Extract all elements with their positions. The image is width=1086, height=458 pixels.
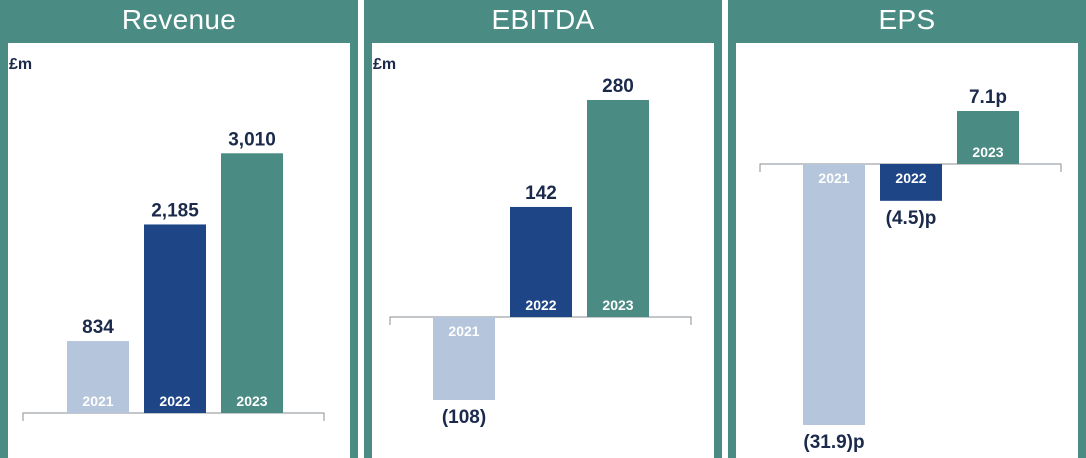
revenue-x-axis: [22, 412, 325, 421]
revenue-year-label-2023: 2023: [236, 393, 267, 409]
ebitda-year-label-2021: 2021: [448, 323, 479, 339]
revenue-panel: Revenue £m 2021 834 2022 2,185 2023 3,010: [0, 0, 358, 458]
eps-chart: 2021 (31.9)p 2022 (4.5)p 2023 7.1p: [759, 87, 1062, 453]
ebitda-bar-2021: [433, 317, 495, 400]
ebitda-panel-title: EBITDA: [491, 4, 595, 35]
eps-year-label-2021: 2021: [818, 170, 849, 186]
eps-chart-area: 2021 (31.9)p 2022 (4.5)p 2023 7.1p: [736, 43, 1078, 458]
eps-panel: EPS 2021 (31.9)p 2022 (4.5)p 2023 7.1p: [728, 0, 1086, 458]
ebitda-bar-2023: [587, 100, 649, 317]
eps-value-label-2022: (4.5)p: [886, 208, 937, 229]
eps-bar-2022: [880, 164, 942, 201]
ebitda-value-label-2022: 142: [525, 183, 557, 204]
revenue-bar-2022: [144, 224, 206, 413]
ebitda-value-label-2021: (108): [442, 407, 486, 428]
eps-bar-2021: [803, 164, 865, 425]
ebitda-year-label-2022: 2022: [525, 297, 556, 313]
eps-value-label-2023: 7.1p: [969, 87, 1007, 108]
revenue-bar-2023: [221, 153, 283, 413]
revenue-unit-label: £m: [9, 56, 33, 73]
revenue-chart-area: £m 2021 834 2022 2,185 2023 3,010: [8, 43, 350, 458]
eps-value-label-2021: (31.9)p: [803, 432, 864, 453]
ebitda-unit-label: £m: [373, 56, 397, 73]
revenue-panel-title: Revenue: [121, 4, 237, 35]
revenue-year-label-2021: 2021: [82, 393, 113, 409]
revenue-chart: 2021 834 2022 2,185 2023 3,010: [22, 129, 325, 421]
ebitda-value-label-2023: 280: [602, 76, 634, 97]
revenue-value-label-2021: 834: [82, 317, 114, 338]
revenue-value-label-2023: 3,010: [228, 129, 276, 150]
ebitda-chart-area: £m 2021 (108) 2022 142 2023 280: [372, 43, 714, 458]
eps-bar-2023: [957, 111, 1019, 164]
revenue-year-label-2022: 2022: [159, 393, 190, 409]
ebitda-year-label-2023: 2023: [602, 297, 633, 313]
eps-year-label-2022: 2022: [895, 170, 926, 186]
ebitda-chart: 2021 (108) 2022 142 2023 280: [389, 76, 692, 428]
revenue-value-label-2022: 2,185: [151, 200, 199, 221]
eps-year-label-2023: 2023: [972, 144, 1003, 160]
ebitda-bar-2022: [510, 206, 572, 317]
eps-panel-title: EPS: [878, 4, 936, 35]
revenue-bar-2021: [67, 341, 129, 413]
ebitda-panel: EBITDA £m 2021 (108) 2022 142 2023 280: [364, 0, 722, 458]
